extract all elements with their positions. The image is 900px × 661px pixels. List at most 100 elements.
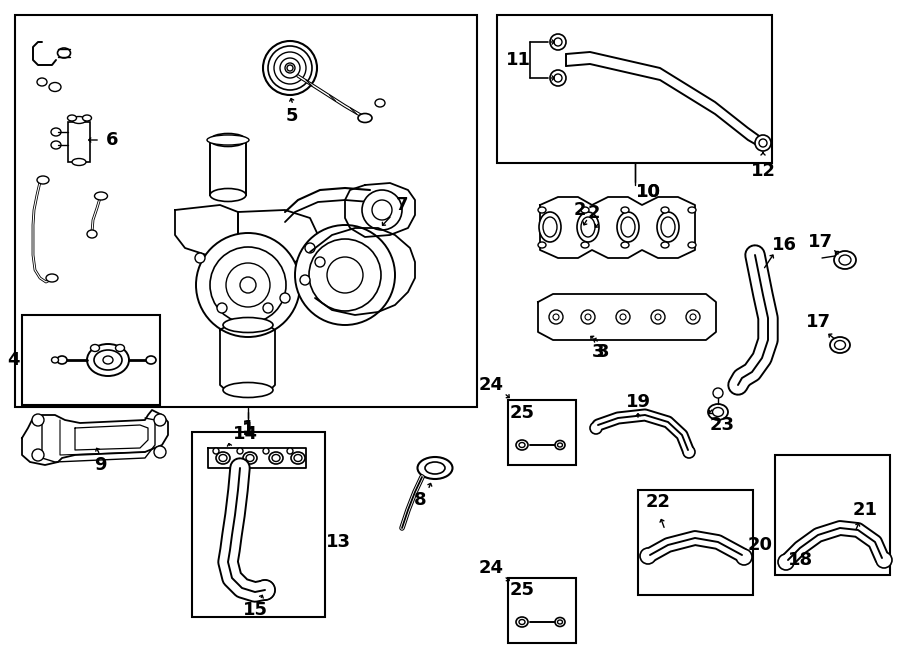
Circle shape <box>553 314 559 320</box>
Text: 1: 1 <box>242 419 254 437</box>
Text: 3: 3 <box>597 343 609 361</box>
Circle shape <box>237 448 243 454</box>
Circle shape <box>280 58 300 78</box>
Text: 25: 25 <box>509 581 535 599</box>
Ellipse shape <box>37 176 49 184</box>
Ellipse shape <box>269 452 283 464</box>
Polygon shape <box>208 448 306 468</box>
Circle shape <box>549 310 563 324</box>
Circle shape <box>372 200 392 220</box>
Ellipse shape <box>46 274 58 282</box>
Ellipse shape <box>51 141 61 149</box>
Ellipse shape <box>223 383 273 397</box>
Circle shape <box>274 52 306 84</box>
Circle shape <box>620 314 626 320</box>
Ellipse shape <box>581 217 595 237</box>
Text: 5: 5 <box>286 107 298 125</box>
Ellipse shape <box>621 217 635 237</box>
Ellipse shape <box>246 455 254 461</box>
Text: 16: 16 <box>771 236 796 254</box>
Circle shape <box>154 414 166 426</box>
Ellipse shape <box>58 48 70 58</box>
Ellipse shape <box>519 442 525 447</box>
Text: 21: 21 <box>852 501 878 519</box>
Ellipse shape <box>539 212 561 242</box>
Circle shape <box>778 554 794 570</box>
Polygon shape <box>538 294 716 340</box>
Circle shape <box>755 135 771 151</box>
Circle shape <box>550 70 566 86</box>
Ellipse shape <box>661 207 669 213</box>
Ellipse shape <box>210 134 246 147</box>
Circle shape <box>263 448 269 454</box>
Ellipse shape <box>103 356 113 364</box>
Text: 17: 17 <box>806 313 831 331</box>
Circle shape <box>590 422 602 434</box>
Polygon shape <box>540 197 695 258</box>
Ellipse shape <box>519 619 525 625</box>
Text: 15: 15 <box>242 601 267 619</box>
Ellipse shape <box>713 407 724 416</box>
Circle shape <box>213 448 219 454</box>
Text: 3: 3 <box>592 343 604 361</box>
Ellipse shape <box>72 116 86 124</box>
Ellipse shape <box>418 457 453 479</box>
Text: 24: 24 <box>479 559 504 577</box>
Bar <box>508 578 576 643</box>
Circle shape <box>210 247 286 323</box>
Text: 11: 11 <box>506 51 530 69</box>
Bar <box>15 15 477 407</box>
Circle shape <box>581 310 595 324</box>
Text: 20: 20 <box>748 536 772 554</box>
Bar <box>497 15 772 163</box>
Text: 7: 7 <box>396 196 409 214</box>
Text: 25: 25 <box>509 404 535 422</box>
Text: 10: 10 <box>635 183 661 201</box>
Ellipse shape <box>834 340 845 350</box>
Ellipse shape <box>538 242 546 248</box>
Bar <box>22 315 160 405</box>
Circle shape <box>260 585 270 595</box>
Ellipse shape <box>272 455 280 461</box>
Circle shape <box>287 448 293 454</box>
Circle shape <box>759 139 767 147</box>
Circle shape <box>300 275 310 285</box>
Ellipse shape <box>661 242 669 248</box>
Circle shape <box>713 388 723 398</box>
Polygon shape <box>220 325 275 392</box>
Ellipse shape <box>708 404 728 420</box>
Bar <box>638 490 753 595</box>
Ellipse shape <box>555 440 565 449</box>
Ellipse shape <box>577 212 599 242</box>
Ellipse shape <box>425 462 445 474</box>
Text: 2: 2 <box>574 201 586 219</box>
Circle shape <box>295 225 395 325</box>
Ellipse shape <box>557 443 562 447</box>
Circle shape <box>287 65 293 71</box>
Circle shape <box>263 41 317 95</box>
Ellipse shape <box>538 207 546 213</box>
Circle shape <box>655 314 661 320</box>
Text: 19: 19 <box>626 393 651 411</box>
Ellipse shape <box>216 452 230 464</box>
Ellipse shape <box>830 337 850 353</box>
Circle shape <box>554 74 562 82</box>
Text: 12: 12 <box>751 162 776 180</box>
Ellipse shape <box>72 159 86 165</box>
Circle shape <box>195 253 205 263</box>
Circle shape <box>362 190 402 230</box>
Ellipse shape <box>375 99 385 107</box>
Ellipse shape <box>358 114 372 122</box>
Ellipse shape <box>688 207 696 213</box>
Ellipse shape <box>516 440 528 450</box>
Circle shape <box>690 314 696 320</box>
Ellipse shape <box>555 617 565 627</box>
Text: 8: 8 <box>414 491 427 509</box>
Circle shape <box>217 303 227 313</box>
Text: 17: 17 <box>807 233 833 251</box>
Ellipse shape <box>516 617 528 627</box>
Text: 14: 14 <box>232 425 257 443</box>
Circle shape <box>32 449 44 461</box>
Bar <box>508 400 576 465</box>
Text: 22: 22 <box>645 493 670 511</box>
